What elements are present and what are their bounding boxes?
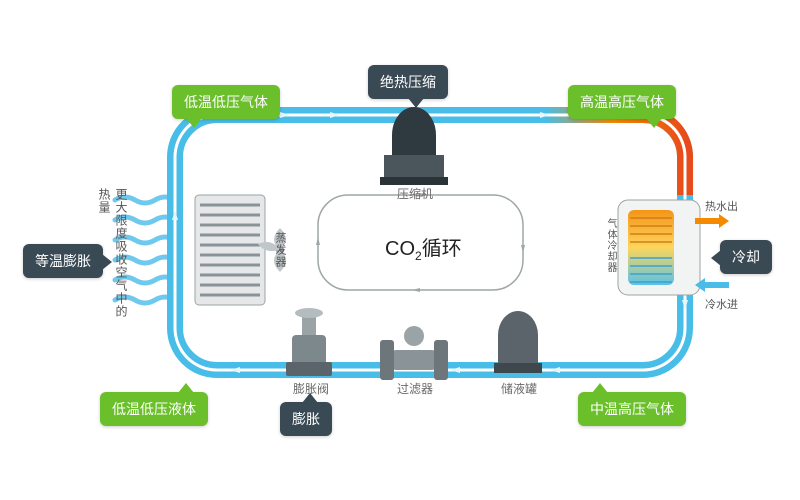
hot-water-out-label: 热水出 — [705, 198, 738, 214]
gas-cooler-icon — [618, 200, 729, 295]
receiver-label: 储液罐 — [496, 380, 542, 397]
filter-label: 过滤器 — [392, 380, 438, 397]
callout-cooling: 冷却 — [720, 240, 772, 274]
callout-adiabatic-compression: 绝热压缩 — [368, 65, 448, 99]
callout-expansion: 膨胀 — [280, 402, 332, 436]
evaporator-label: 蒸发器 — [272, 232, 288, 272]
callout-midtemp-highpress-gas: 中温高压气体 — [578, 392, 686, 426]
callout-lowtemp-lowpress-gas: 低温低压气体 — [172, 85, 280, 119]
compressor-label: 压缩机 — [392, 185, 438, 202]
callout-lowtemp-lowpress-liquid: 低温低压液体 — [100, 392, 208, 426]
expansion-valve-icon — [286, 308, 332, 376]
co2-cycle-diagram: CO2循环 压缩机 膨胀阀 过滤器 储液罐 蒸发器 气体冷却器 更大限度吸收空气… — [0, 0, 800, 500]
callout-hightemp-highpress-gas: 高温高压气体 — [568, 85, 676, 119]
cold-water-in-label: 冷水进 — [705, 296, 738, 312]
gas-cooler-label: 气体冷却器 — [603, 218, 618, 284]
callout-isothermal-expansion: 等温膨胀 — [23, 244, 103, 278]
center-title: CO2循环 — [385, 232, 462, 263]
receiver-icon — [494, 311, 542, 373]
